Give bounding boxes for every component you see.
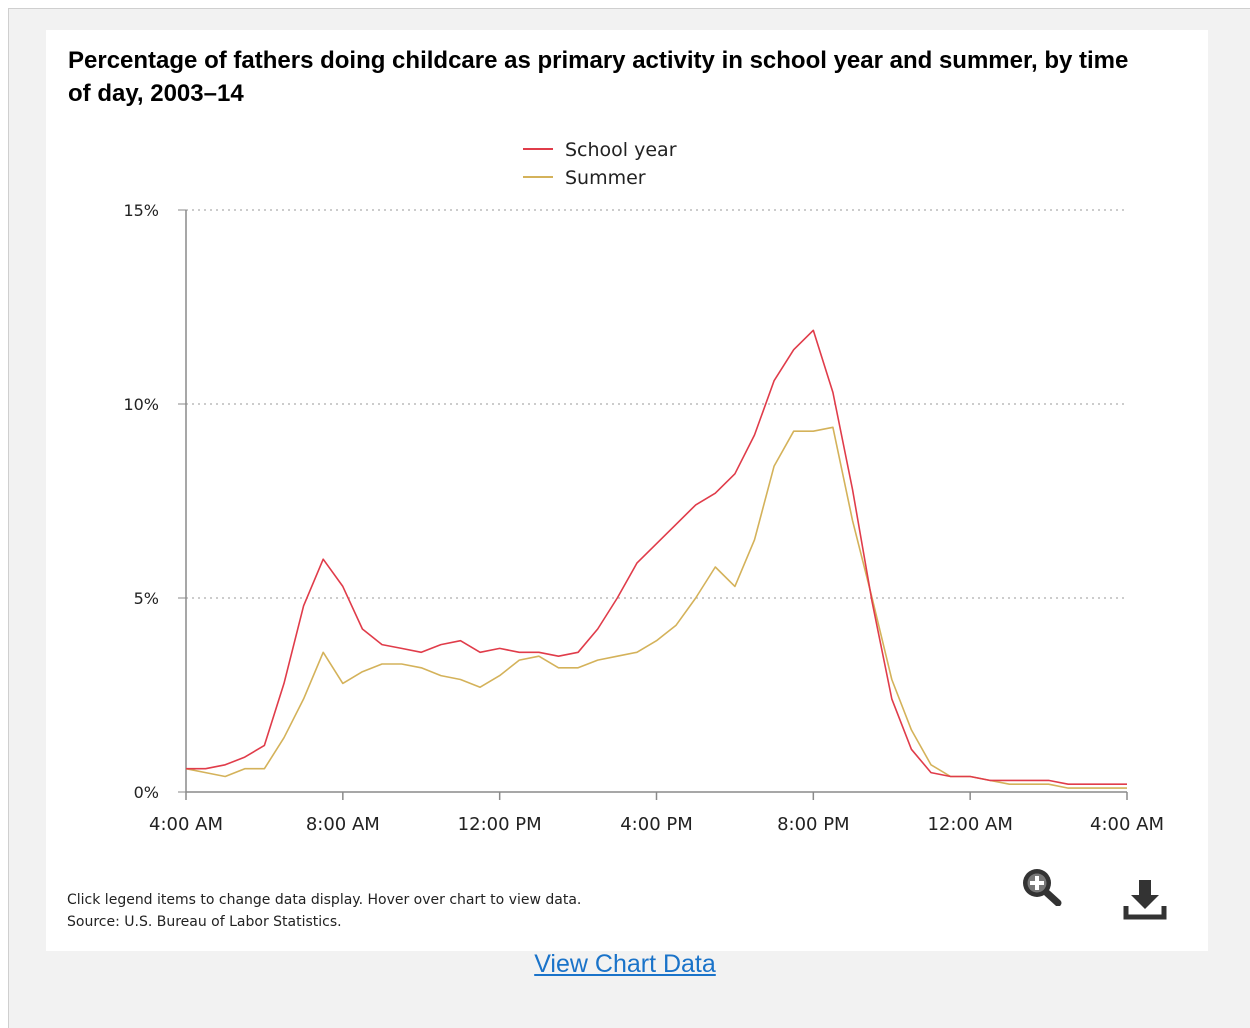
x-tick-label: 12:00 PM xyxy=(458,814,542,835)
footnote-source: Source: U.S. Bureau of Labor Statistics. xyxy=(67,914,342,930)
grid-lines xyxy=(186,209,1127,599)
chart-footnote: Click legend items to change data displa… xyxy=(67,889,581,933)
footnote-instructions: Click legend items to change data displa… xyxy=(67,892,582,908)
legend-item-school_year[interactable]: School year xyxy=(523,139,677,161)
x-tick-label: 4:00 AM xyxy=(149,814,223,835)
legend-label: School year xyxy=(565,139,677,161)
zoom-in-icon[interactable] xyxy=(1020,866,1062,907)
x-tick-label: 4:00 PM xyxy=(620,814,693,835)
y-tick-label: 10% xyxy=(123,395,159,414)
x-tick-label: 8:00 AM xyxy=(306,814,380,835)
axes xyxy=(185,210,1127,793)
y-tick-label: 15% xyxy=(123,201,159,220)
x-tick-label: 4:00 AM xyxy=(1090,814,1164,835)
chart-card xyxy=(46,30,1208,951)
download-icon[interactable] xyxy=(1123,878,1167,920)
chart-title: Percentage of fathers doing childcare as… xyxy=(68,47,1129,107)
x-axis-ticks: 4:00 AM 8:00 AM 12:00 PM 4:00 PM 8:00 PM 12:0… xyxy=(149,792,1164,835)
view-chart-data-link[interactable]: View Chart Data xyxy=(534,950,716,978)
legend-label: Summer xyxy=(565,167,646,189)
y-axis-ticks: 0% 5% 10% 15% xyxy=(123,201,186,802)
y-tick-label: 0% xyxy=(134,783,159,802)
series-lines[interactable] xyxy=(185,329,1127,789)
series-line-summer[interactable] xyxy=(185,426,1127,789)
x-tick-label: 12:00 AM xyxy=(927,814,1012,835)
legend[interactable]: School year Summer xyxy=(523,139,677,189)
series-line-school_year[interactable] xyxy=(186,329,1127,786)
legend-item-summer[interactable]: Summer xyxy=(523,167,646,189)
y-tick-label: 5% xyxy=(134,589,159,608)
x-tick-label: 8:00 PM xyxy=(777,814,850,835)
